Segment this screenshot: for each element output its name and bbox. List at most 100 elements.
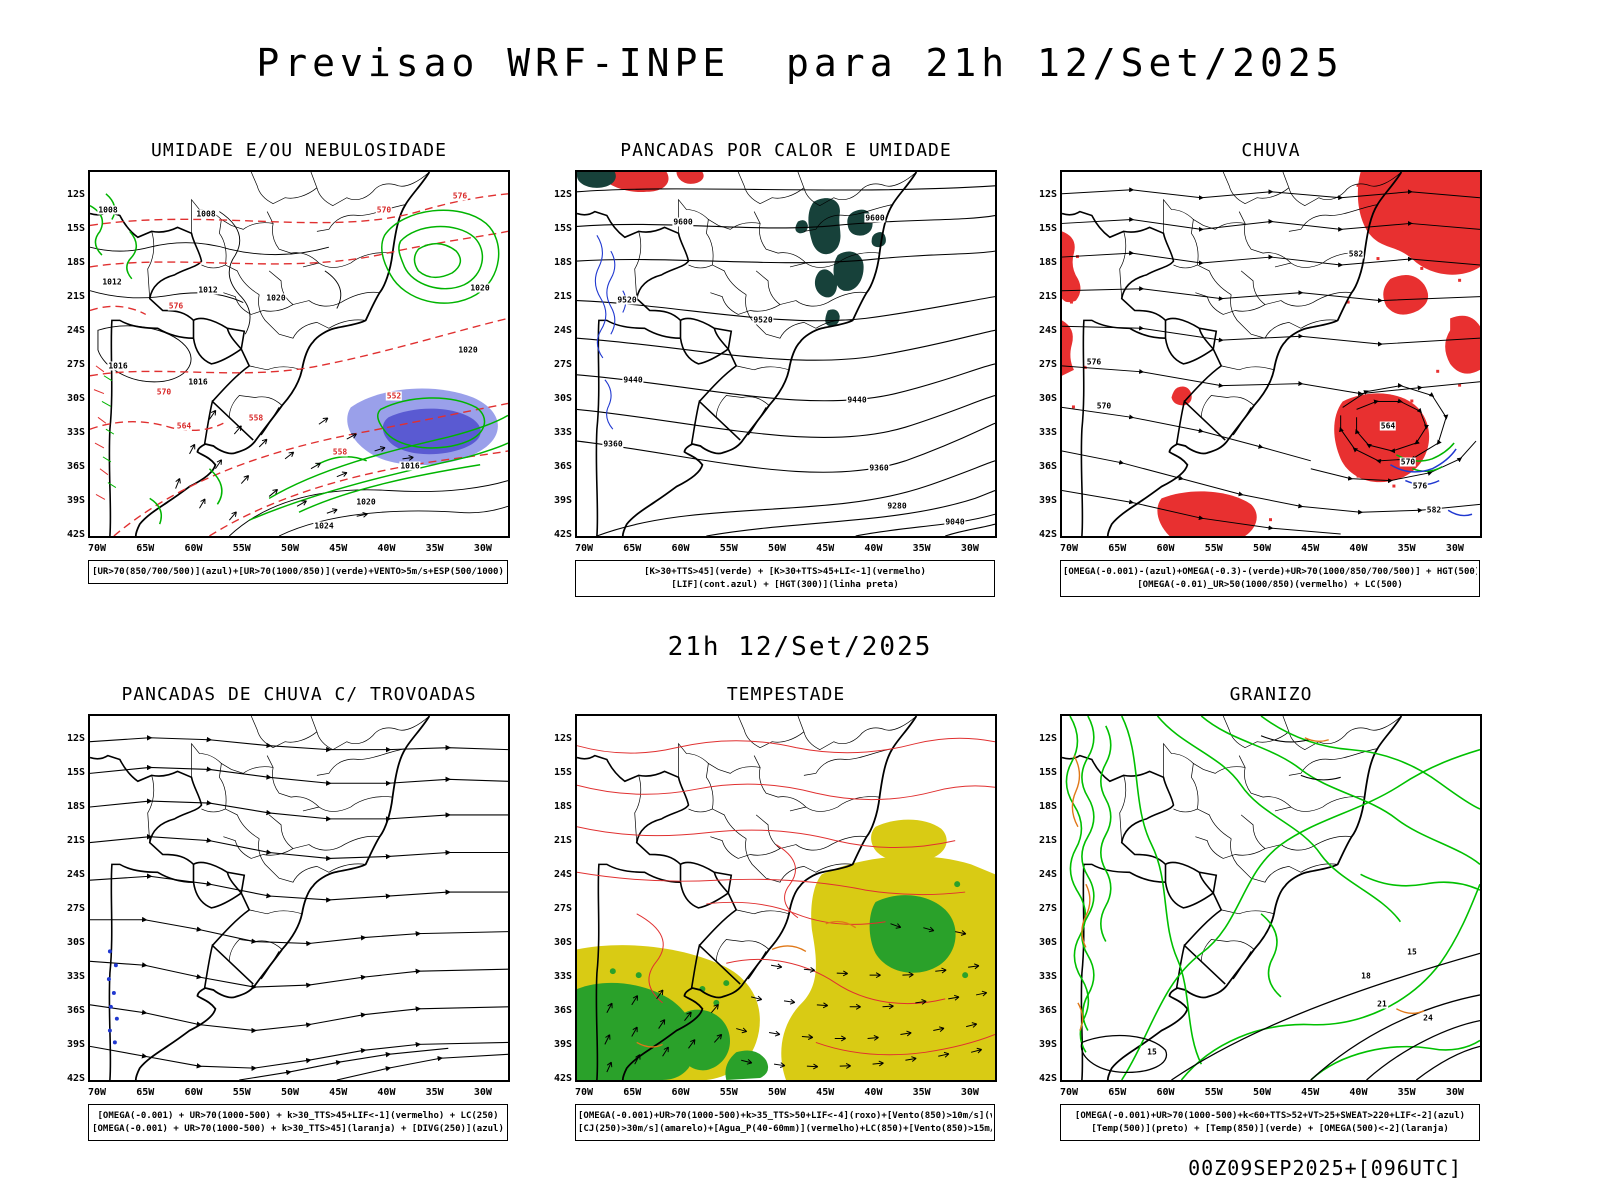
panel-trovoadas: PANCADAS DE CHUVA C/ TROVOADAS	[50, 684, 510, 1141]
axis-tick-label: 60W	[184, 1087, 203, 1098]
axis-tick-label: 33S	[1038, 427, 1057, 438]
lat-axis: 12S 15S 18S 21S 24S 27S 30S 33S 36S 39S 42S	[52, 733, 85, 1084]
axis-tick-label: 65W	[623, 543, 642, 554]
caption-line: [OMEGA(-0.001) + UR>70(1000-500) + k>30_…	[92, 1124, 504, 1134]
axis-tick-label: 33S	[553, 971, 572, 982]
caption-line: [Temp(500)](preto) + [Temp(850)](verde) …	[1091, 1124, 1449, 1134]
axis-tick-label: 15S	[1038, 767, 1057, 778]
divergence-dots-blue	[106, 949, 119, 1045]
axis-tick-label: 12S	[66, 189, 85, 200]
axis-tick-label: 60W	[1156, 543, 1175, 554]
axis-tick-label: 18S	[553, 801, 572, 812]
lat-axis: 12S 15S 18S 21S 24S 27S 30S 33S 36S 39S 42S	[1024, 189, 1057, 540]
panel-chuva: CHUVA	[1022, 140, 1482, 597]
axis-tick-label: 30S	[1038, 393, 1057, 404]
wind-area-green	[577, 881, 969, 1080]
axis-tick-label: 18S	[1038, 257, 1057, 268]
axis-tick-label: 50W	[767, 543, 786, 554]
page-title: Previsao WRF-INPE para 21h 12/Set/2025	[256, 41, 1344, 86]
axis-tick-label: 15S	[66, 767, 85, 778]
south-america-basemap	[90, 172, 431, 536]
axis-tick-label: 27S	[553, 903, 572, 914]
panel-tempestade: TEMPESTADE	[537, 684, 997, 1141]
axis-tick-label: 30W	[473, 543, 492, 554]
temperature-contours-red	[577, 737, 995, 1056]
axis-tick-label: 24S	[553, 869, 572, 880]
axis-tick-label: 65W	[136, 1087, 155, 1098]
caption-line: [OMEGA(-0.01)_UR>50(1000/850)(vermelho) …	[1137, 580, 1403, 590]
axis-tick-label: 45W	[1301, 1087, 1320, 1098]
axis-tick-label: 36S	[66, 461, 85, 472]
axis-tick-label: 40W	[864, 1087, 883, 1098]
lifted-index-contours-blue	[594, 235, 627, 430]
temp850-contours-green	[1065, 716, 1480, 1080]
south-america-basemap	[90, 716, 431, 1080]
axis-tick-label: 24S	[66, 869, 85, 880]
lat-axis: 12S 15S 18S 21S 24S 27S 30S 33S 36S 39S 42S	[539, 189, 572, 540]
axis-tick-label: 35W	[912, 1087, 931, 1098]
lon-axis: 70W 65W 60W 55W 50W 45W 40W 35W 30W	[1060, 1087, 1464, 1098]
axis-tick-label: 12S	[553, 189, 572, 200]
caption-box-trovoadas: [OMEGA(-0.001) + UR>70(1000-500) + k>30_…	[88, 1104, 508, 1141]
south-america-basemap	[1062, 172, 1403, 536]
axis-tick-label: 60W	[184, 543, 203, 554]
panel-title-tempestade: TEMPESTADE	[726, 684, 846, 705]
humidity-shading-blue-core	[382, 408, 481, 455]
axis-tick-label: 39S	[553, 495, 572, 506]
axis-tick-label: 30W	[473, 1087, 492, 1098]
axis-tick-label: 35W	[1397, 1087, 1416, 1098]
andes-noise-red	[93, 365, 109, 500]
height-contours-black	[577, 185, 995, 536]
caption-line: [CJ(250)>30m/s](amarelo)+[Agua_P(40-60mm…	[578, 1124, 992, 1134]
axis-tick-label: 33S	[553, 427, 572, 438]
lon-axis: 70W 65W 60W 55W 50W 45W 40W 35W 30W	[88, 543, 492, 554]
lat-axis: 12S 15S 18S 21S 24S 27S 30S 33S 36S 39S 42S	[52, 189, 85, 540]
axis-tick-label: 40W	[377, 1087, 396, 1098]
axis-tick-label: 55W	[232, 543, 251, 554]
axis-tick-label: 39S	[553, 1039, 572, 1050]
axis-tick-label: 35W	[425, 543, 444, 554]
andes-noise-green	[101, 375, 117, 488]
streamlines-black	[90, 735, 508, 1080]
caption-line: [UR>70(850/700/500)](azul)+[UR>70(1000/8…	[92, 567, 504, 577]
axis-tick-label: 50W	[767, 1087, 786, 1098]
axis-tick-label: 21S	[1038, 291, 1057, 302]
panel-umidade: UMIDADE E/OU NEBULOSIDADE	[50, 140, 510, 584]
axis-tick-label: 18S	[553, 257, 572, 268]
rain-shading-red	[1062, 172, 1480, 536]
axis-tick-label: 42S	[1038, 529, 1057, 540]
axis-tick-label: 30S	[553, 937, 572, 948]
omega500-contours-orange	[1071, 737, 1425, 1031]
axis-tick-label: 40W	[1349, 543, 1368, 554]
axis-tick-label: 24S	[66, 325, 85, 336]
axis-tick-label: 21S	[66, 291, 85, 302]
axis-tick-label: 30W	[960, 543, 979, 554]
axis-tick-label: 15S	[553, 223, 572, 234]
map-canvas-granizo	[1060, 714, 1482, 1082]
lon-axis: 70W 65W 60W 55W 50W 45W 40W 35W 30W	[575, 543, 979, 554]
axis-tick-label: 40W	[864, 543, 883, 554]
lon-axis: 70W 65W 60W 55W 50W 45W 40W 35W 30W	[1060, 543, 1464, 554]
axis-tick-label: 12S	[1038, 189, 1057, 200]
axis-tick-label: 30W	[1445, 543, 1464, 554]
axis-tick-label: 24S	[1038, 325, 1057, 336]
axis-tick-label: 30W	[1445, 1087, 1464, 1098]
axis-tick-label: 70W	[1060, 1087, 1079, 1098]
temp500-contours-black	[1080, 735, 1480, 1080]
lat-axis: 12S 15S 18S 21S 24S 27S 30S 33S 36S 39S 42S	[539, 733, 572, 1084]
axis-tick-label: 45W	[816, 1087, 835, 1098]
axis-tick-label: 33S	[66, 971, 85, 982]
map-area-pancadas-calor: 9600 9600 9520 9520 9440 9440 9360 9360 9280 9040…	[554, 170, 997, 554]
axis-tick-label: 39S	[1038, 1039, 1057, 1050]
axis-tick-label: 65W	[1108, 543, 1127, 554]
axis-tick-label: 60W	[671, 543, 690, 554]
caption-line: [OMEGA(-0.001)-(azul)+OMEGA(-0.3)-(verde…	[1063, 567, 1477, 577]
axis-tick-label: 33S	[1038, 971, 1057, 982]
axis-tick-label: 27S	[66, 903, 85, 914]
instability-shading-teal	[577, 172, 886, 327]
caption-box-pancadas-calor: [K>30+TTS>45](verde) + [K>30+TTS>45+LI<-…	[575, 560, 995, 597]
axis-tick-label: 27S	[1038, 903, 1057, 914]
south-america-basemap	[1062, 716, 1403, 1080]
axis-tick-label: 40W	[377, 543, 396, 554]
axis-tick-label: 12S	[1038, 733, 1057, 744]
